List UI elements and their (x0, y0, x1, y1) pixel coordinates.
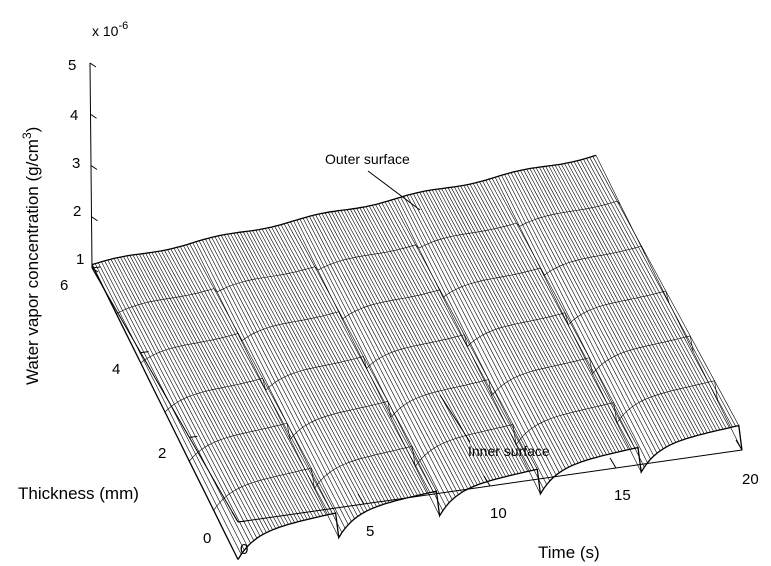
z-tick-mark (89, 62, 97, 68)
y-axis-label: Thickness (mm) (18, 484, 139, 503)
x-tick-mark (609, 457, 617, 469)
z-axis-label-main: Water vapor concentration (g/cm (23, 139, 42, 385)
annotation-inner-leader (439, 394, 471, 443)
surface-wire-y (164, 290, 670, 413)
outer-surface-line (91, 154, 597, 266)
y-tick-labels: 6 4 2 0 (60, 277, 211, 547)
y-tick-label: 6 (60, 277, 68, 294)
y-tick-label: 0 (203, 530, 211, 547)
z-exponent-value: -6 (118, 20, 128, 32)
z-exponent: x 10-6 (92, 20, 128, 39)
z-tick-mark (90, 113, 97, 119)
surface-start-edge (91, 264, 239, 560)
z-tick-label: 4 (70, 107, 78, 124)
x-tick-label: 15 (614, 487, 631, 504)
y-tick-mark (189, 435, 198, 438)
x-tick-label: 20 (742, 471, 759, 488)
z-axis-label-suffix: ) (23, 127, 42, 133)
z-tick-label: 1 (76, 251, 84, 268)
y-tick-label: 2 (158, 445, 166, 462)
surface-wire-y (116, 200, 621, 314)
x-tick-label: 5 (366, 523, 374, 540)
z-tick-label: 3 (72, 155, 80, 172)
x-axis-label: Time (s) (538, 543, 600, 562)
z-axis-label: Water vapor concentration (g/cm3) (20, 127, 42, 385)
z-tick-labels: 5 4 3 2 1 (68, 57, 84, 268)
z-axis-label-sup: 3 (20, 132, 34, 139)
annotations: Outer surface Inner surface (325, 151, 550, 459)
annotation-inner-surface: Inner surface (468, 443, 550, 459)
annotation-outer-leader (367, 170, 421, 211)
y-axis-line (91, 267, 239, 523)
y-tick-label: 4 (112, 361, 120, 378)
z-tick-mark (90, 165, 98, 170)
z-tick-label: 2 (73, 203, 81, 220)
surface-wire-y (140, 245, 645, 364)
x-tick-label: 0 (240, 541, 248, 558)
z-exponent-label: x 10-6 (92, 20, 128, 39)
x-tick-mark (231, 511, 239, 523)
inner-surface-line (237, 424, 743, 560)
z-tick-mark (91, 216, 98, 222)
surface-mesh (91, 154, 743, 560)
x-tick-labels: 0 5 10 15 20 (240, 471, 759, 558)
z-tick-label: 5 (68, 57, 76, 74)
x-tick-label: 10 (490, 505, 507, 522)
surface-wire-y (189, 335, 694, 462)
annotation-outer-surface: Outer surface (325, 151, 410, 167)
